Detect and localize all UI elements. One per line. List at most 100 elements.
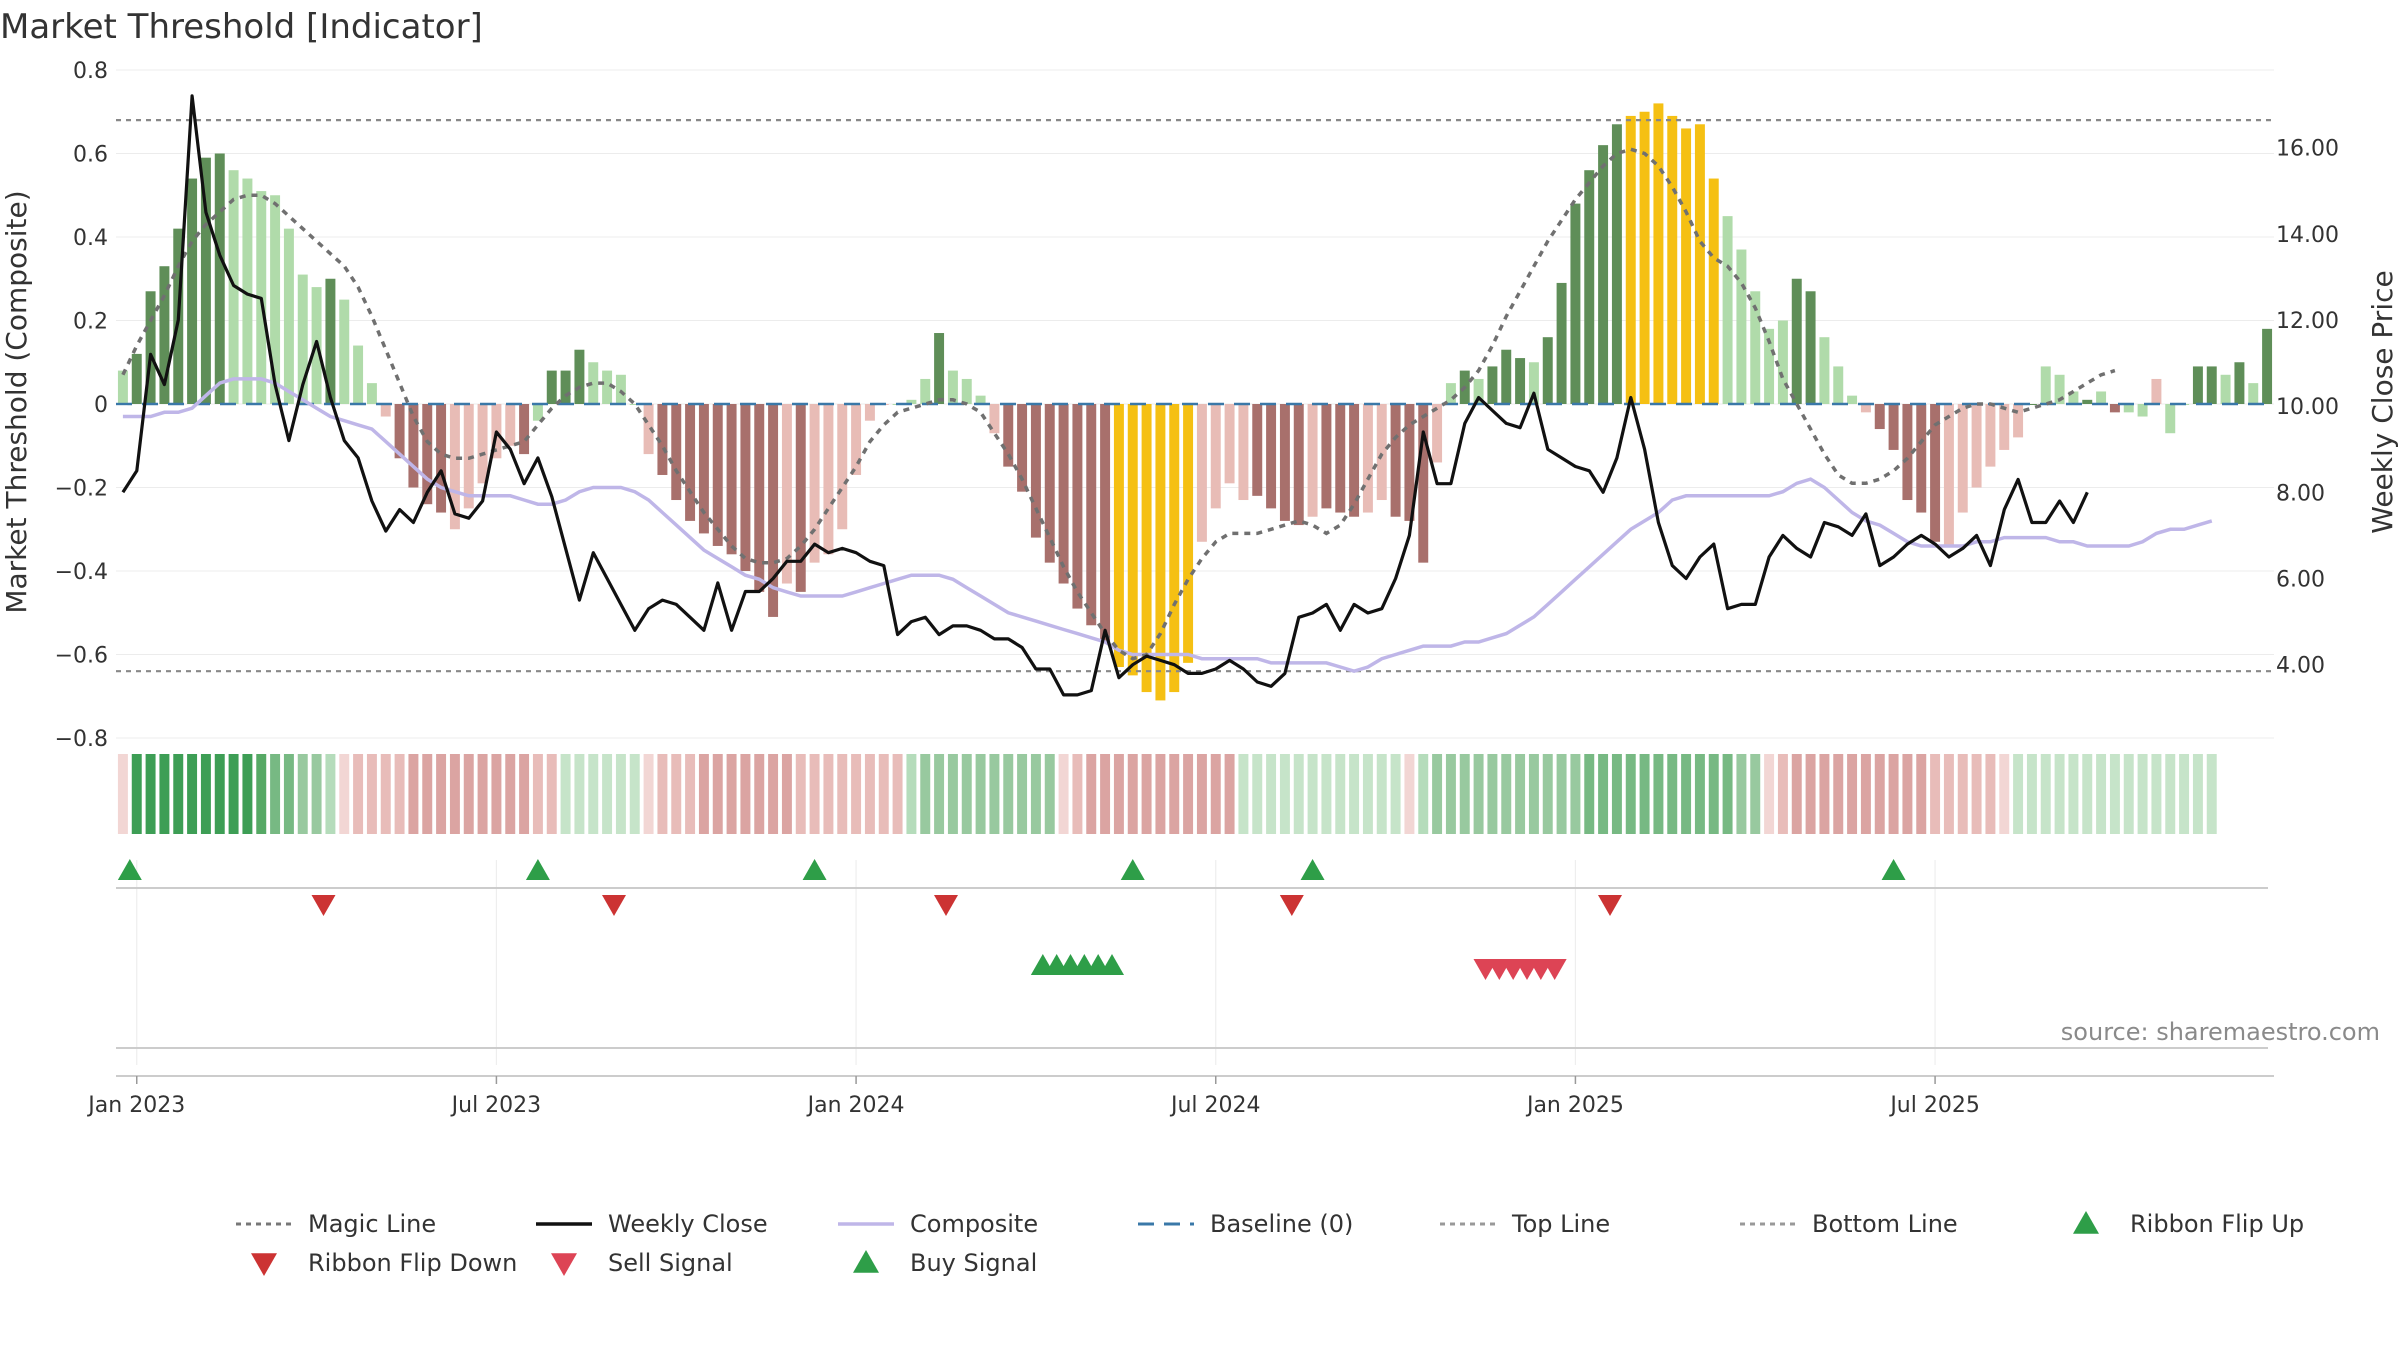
composite-bar [947, 370, 958, 404]
composite-bar [1390, 404, 1401, 517]
ribbon-cell [1556, 754, 1567, 834]
ribbon-cell [2206, 754, 2217, 834]
left-tick-label: 0.6 [73, 143, 108, 168]
ribbon-cell [1501, 754, 1512, 834]
left-tick-label: 0.2 [73, 310, 108, 335]
ribbon-cell [574, 754, 585, 834]
ribbon-cell [1943, 754, 1954, 834]
ribbon-cell [228, 754, 239, 834]
left-axis-label: Market Threshold (Composite) [0, 190, 33, 613]
composite-bar [1833, 366, 1844, 404]
ribbon-flip-up-marker [117, 859, 142, 880]
x-tick-label: Jul 2023 [450, 1093, 542, 1118]
composite-bar [781, 404, 792, 584]
legend: Magic Line Weekly Close Composite Baseline … [236, 1210, 2304, 1277]
ribbon-cell [1902, 754, 1913, 834]
composite-bar [1404, 404, 1415, 521]
ribbon-cell [408, 754, 419, 834]
composite-bar [1501, 349, 1512, 404]
composite-bar [671, 404, 682, 501]
ribbon-cell [546, 754, 557, 834]
legend-item: Ribbon Flip Down [251, 1249, 517, 1277]
ribbon-cell [2082, 754, 2093, 834]
ribbon-cell [1750, 754, 1761, 834]
legend-label: Composite [910, 1210, 1038, 1238]
ribbon-cell [1930, 754, 1941, 834]
ribbon-cell [740, 754, 751, 834]
composite-bar [837, 404, 848, 530]
composite-bar [200, 157, 211, 404]
ribbon-cell [1252, 754, 1263, 834]
composite-bar [768, 404, 779, 617]
ribbon-cell [1736, 754, 1747, 834]
ribbon-cell [339, 754, 350, 834]
ribbon-cell [1874, 754, 1885, 834]
ribbon-cell [463, 754, 474, 834]
composite-bar [1805, 291, 1816, 404]
composite-bar [2068, 391, 2079, 404]
composite-bar [2123, 404, 2134, 413]
ribbon-cell [297, 754, 308, 834]
left-tick-label: −0.6 [55, 644, 108, 669]
ribbon-cell [961, 754, 972, 834]
legend-item: Top Line [1440, 1210, 1610, 1238]
legend-label: Buy Signal [910, 1249, 1037, 1277]
composite-bar [1722, 216, 1733, 404]
ribbon-cell [2068, 754, 2079, 834]
ribbon-cell [726, 754, 737, 834]
ribbon-flip-up-marker [525, 859, 550, 880]
ribbon-cell [2026, 754, 2037, 834]
ribbon-cell [505, 754, 516, 834]
chart-title: Market Threshold [Indicator] [0, 7, 483, 47]
ribbon-flip-down-marker [1598, 895, 1622, 916]
composite-bar [325, 278, 336, 404]
series-lines [121, 94, 2213, 697]
composite-bar [560, 370, 571, 404]
composite-bar [546, 370, 557, 404]
composite-bar [1708, 178, 1719, 404]
ribbon-cell [615, 754, 626, 834]
ribbon-cell [1183, 754, 1194, 834]
ribbon-cell [325, 754, 336, 834]
ribbon-cell [1307, 754, 1318, 834]
legend-item: Composite [838, 1210, 1038, 1238]
composite-bar [2137, 404, 2148, 417]
ribbon-cell [311, 754, 322, 834]
ribbon-cell [1003, 754, 1014, 834]
composite-bar [795, 404, 806, 592]
composite-bar [1528, 362, 1539, 404]
composite-bar [2248, 383, 2259, 404]
left-tick-label: 0.8 [73, 59, 108, 84]
ribbon-cell [1030, 754, 1041, 834]
composite-bar [629, 404, 640, 405]
right-axis-ticks: 16.00 14.00 12.00 10.00 8.00 6.00 4.00 [2276, 137, 2339, 679]
composite-bar [2262, 328, 2273, 404]
panel-lines [116, 887, 2274, 1077]
composite-bar [117, 370, 128, 404]
ribbon-cell [1349, 754, 1360, 834]
composite-bar [1667, 115, 1678, 405]
ribbon-cell [1833, 754, 1844, 834]
ribbon-cell [1819, 754, 1830, 834]
composite-bar [1847, 395, 1858, 404]
composite-bar [2040, 366, 2051, 404]
ribbon-cell [657, 754, 668, 834]
ribbon-cell [1542, 754, 1553, 834]
ribbon-cell [1196, 754, 1207, 834]
ribbon-cell [1390, 754, 1401, 834]
ribbon-cell [1293, 754, 1304, 834]
composite-bar [1224, 404, 1235, 484]
composite-bar [1100, 404, 1111, 642]
composite-bar [864, 404, 875, 421]
composite-bar [1515, 358, 1526, 404]
legend-swatch [2073, 1211, 2099, 1234]
composite-bar [1307, 404, 1318, 517]
ribbon-cell [1376, 754, 1387, 834]
ribbon-cell [1445, 754, 1456, 834]
ribbon-cell [851, 754, 862, 834]
ribbon-cell [1598, 754, 1609, 834]
ribbon-cell [1279, 754, 1290, 834]
ribbon-cell [1625, 754, 1636, 834]
composite-bar [1113, 404, 1124, 668]
ribbon-cell [1805, 754, 1816, 834]
